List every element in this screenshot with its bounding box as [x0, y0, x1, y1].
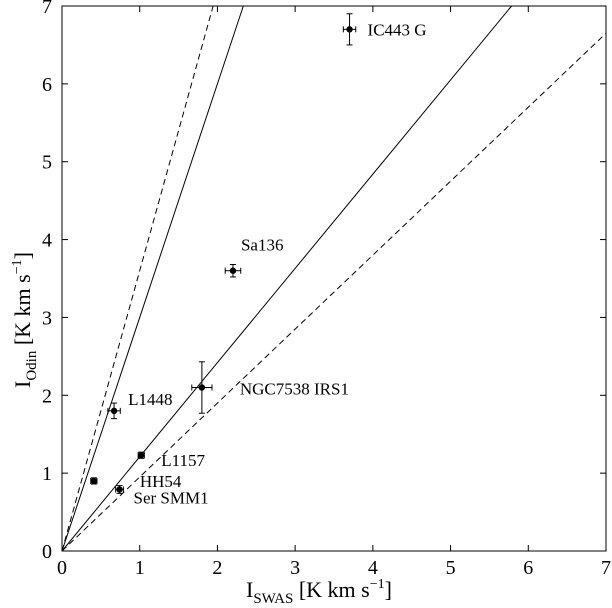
- x-axis-title: ISWAS [K km s−1]: [246, 577, 392, 607]
- data-point: [110, 407, 118, 415]
- point-label: L1157: [161, 451, 205, 470]
- point-label: IC443 G: [368, 20, 427, 39]
- data-point: [198, 384, 206, 391]
- x-tick-label: 0: [57, 557, 67, 579]
- reference-line-solid: [61, 5, 512, 552]
- point-label: HH54: [140, 472, 182, 491]
- x-tick-label: 7: [601, 557, 611, 579]
- data-point: [116, 486, 123, 493]
- y-tick-label: 0: [42, 541, 52, 563]
- y-tick-label: 1: [42, 463, 52, 485]
- point-label: NGC7538 IRS1: [240, 380, 349, 399]
- reference-line-solid: [61, 5, 244, 552]
- error-bars: [90, 13, 357, 494]
- point-label: L1448: [128, 390, 172, 409]
- x-tick-label: 4: [368, 557, 378, 579]
- x-tick-label: 3: [290, 557, 300, 579]
- data-points: [90, 26, 353, 493]
- plot-frame: [61, 5, 607, 552]
- point-labels: IC443 G Sa136 NGC7538 IRS1 L1448 L1157 HH54Se…: [128, 20, 427, 507]
- reference-lines: [61, 5, 607, 552]
- point-label: Sa136: [241, 236, 284, 255]
- y-tick-label: 3: [42, 307, 52, 329]
- y-tick-label: 7: [42, 0, 52, 18]
- y-tick-label: 2: [42, 385, 52, 407]
- data-point: [229, 267, 237, 274]
- y-tick-label: 6: [42, 74, 52, 96]
- reference-line-dashed: [61, 32, 607, 552]
- plot-area: [61, 5, 607, 552]
- y-tick-label: 4: [42, 230, 52, 252]
- x-tick-label: 6: [523, 557, 533, 579]
- data-point: [138, 452, 145, 459]
- x-tick-label: 2: [212, 557, 222, 579]
- data-point: [90, 477, 98, 485]
- x-tick-label: 1: [135, 557, 145, 579]
- point-label: Ser SMM1: [134, 488, 209, 507]
- reference-line-dashed: [61, 5, 214, 552]
- y-tick-label: 5: [42, 152, 52, 174]
- x-tick-label: 5: [446, 557, 456, 579]
- axis-ticks: 0 1 2 3 4 5 6 7 0 1 2 3 4 5 6 7: [42, 0, 611, 579]
- data-point: [346, 26, 353, 33]
- y-axis-title: IOdin [K km s−1]: [10, 252, 40, 388]
